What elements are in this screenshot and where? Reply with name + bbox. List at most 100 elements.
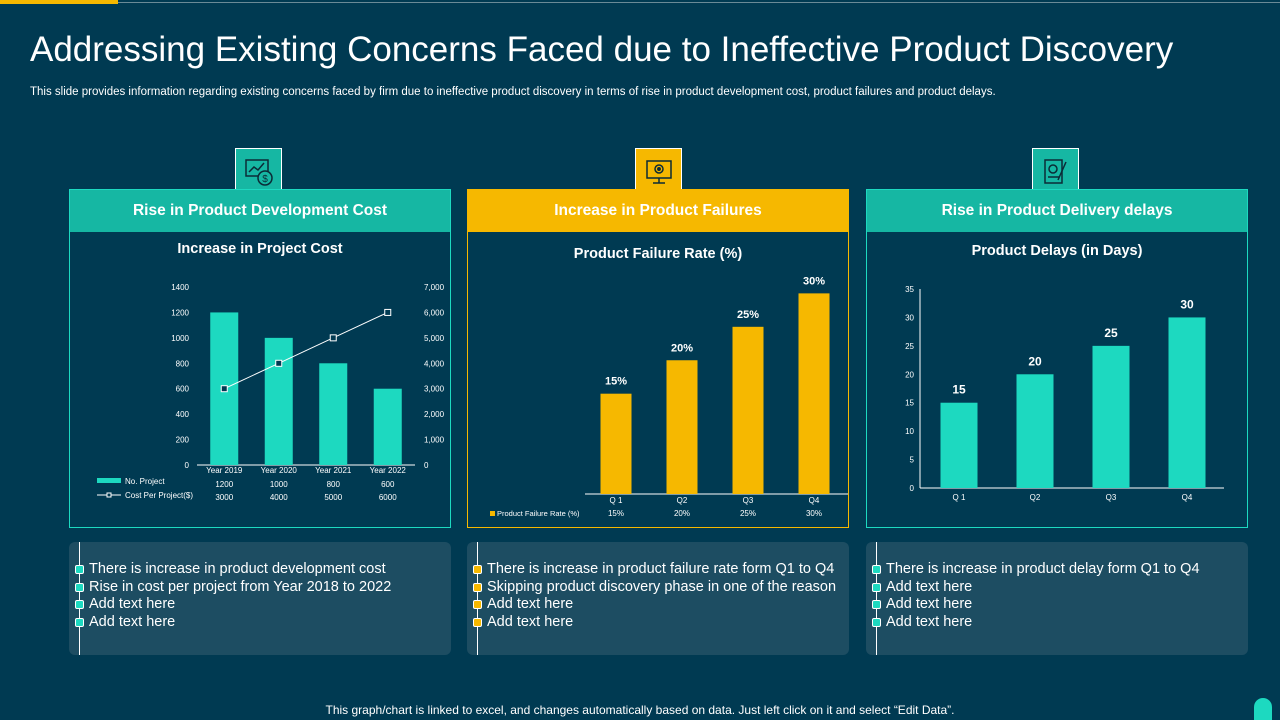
y-tick-label: 10 (905, 427, 914, 436)
list-item: Skipping product discovery phase in one … (473, 579, 836, 597)
y2-tick-label: 4,000 (424, 359, 445, 368)
notes-delays: There is increase in product delay form … (866, 542, 1248, 655)
bar (666, 360, 698, 494)
bullet-icon (473, 565, 482, 574)
legend-label: No. Project (125, 477, 165, 486)
panel-delays-header: Rise in Product Delivery delays (867, 190, 1247, 232)
bar (1016, 374, 1054, 488)
bullet-icon (75, 565, 84, 574)
y-tick-label: 1400 (171, 283, 189, 292)
bar (732, 326, 764, 494)
note-text: There is increase in product failure rat… (487, 561, 835, 577)
y-tick-label: 400 (176, 410, 190, 419)
top-accent-bar (0, 0, 118, 4)
page-subtitle: This slide provides information regardin… (30, 86, 996, 98)
bullet-icon (872, 618, 881, 628)
product-delays-chart: 0 5 10 15 20 25 30 35 15 Q 1 20 Q2 25 Q3 30 Q4 (905, 285, 1224, 502)
notes-failures: There is increase in product failure rat… (467, 542, 849, 655)
panel-dev-cost-header: Rise in Product Development Cost (70, 190, 450, 232)
list-item: Add text here (473, 596, 836, 614)
bar (373, 388, 402, 465)
note-text: Add text here (886, 578, 973, 595)
note-line (876, 542, 877, 655)
data-label: 20 (1028, 354, 1042, 368)
y2-tick-label: 1,000 (424, 436, 445, 445)
table-cell: 600 (381, 480, 395, 489)
note-text: Add text here (487, 596, 574, 613)
x-tick-label: Q4 (1182, 493, 1193, 502)
x-tick-label: Q3 (743, 496, 754, 505)
bar (319, 363, 348, 465)
list-item: There is increase in product development… (75, 561, 391, 579)
list-item: Add text here (872, 614, 1200, 632)
footer-note: This graph/chart is linked to excel, and… (325, 703, 955, 717)
list-item: There is increase in product failure rat… (473, 561, 836, 579)
bar (1168, 317, 1206, 488)
panel-failures-header: Increase in Product Failures (468, 190, 848, 232)
legend-label: Cost Per Project($) (125, 491, 193, 500)
table-cell: 6000 (379, 493, 397, 502)
x-tick-label: Year 2019 (206, 466, 243, 475)
table-cell: 25% (740, 509, 756, 518)
data-label: 25 (1104, 326, 1118, 340)
svg-text:$: $ (262, 174, 268, 185)
y-tick-label: 15 (905, 399, 914, 408)
panel-failures: Increase in Product Failures Product Fai… (467, 189, 849, 528)
y2-tick-label: 0 (424, 461, 429, 470)
line-point (220, 385, 228, 393)
bullet-icon (872, 582, 881, 592)
list-item: Add text here (872, 596, 1200, 614)
table-cell: 20% (674, 509, 690, 518)
table-cell: 30% (806, 509, 822, 518)
table-cell: 1000 (270, 480, 288, 489)
bullet-icon (473, 618, 482, 628)
panel-1-icon-box: $ (235, 148, 282, 195)
monitor-gear-icon (645, 159, 672, 184)
list-item: Add text here (872, 579, 1200, 597)
y-tick-label: 5 (910, 456, 915, 465)
bullet-icon (872, 565, 881, 574)
legend-swatch (490, 511, 495, 516)
line-point (329, 334, 337, 342)
panel-delays: Rise in Product Delivery delays Product … (866, 189, 1248, 528)
y-tick-label: 0 (910, 484, 915, 493)
legend-swatch (97, 478, 121, 483)
bar (940, 402, 978, 488)
table-cell: 800 (327, 480, 341, 489)
data-label: 30 (1180, 297, 1194, 311)
line-point (275, 359, 283, 367)
note-text: Skipping product discovery phase in one … (487, 578, 837, 595)
y-tick-label: 1000 (171, 334, 189, 343)
data-label: 25% (737, 309, 759, 321)
x-tick-label: Q2 (677, 496, 688, 505)
bullet-icon (473, 600, 482, 610)
chart-title: Increase in Project Cost (177, 241, 343, 257)
x-tick-label: Year 2020 (261, 466, 298, 475)
corner-tab (1254, 698, 1272, 720)
bullet-icon (75, 600, 84, 610)
table-cell: 1200 (215, 480, 233, 489)
y-tick-label: 20 (905, 370, 914, 379)
note-text: Add text here (886, 614, 973, 631)
line-point (384, 308, 392, 316)
data-label: 20% (671, 342, 693, 354)
panel-3-icon-box (1032, 148, 1079, 195)
bar (264, 337, 293, 465)
project-cost-chart: 0 200 400 600 800 1000 1200 1400 0 1,000 2,000 3,00… (97, 283, 445, 502)
chart-title: Product Failure Rate (%) (573, 246, 743, 262)
failure-rate-chart: 15% Q 1 15% 20% Q2 20% 25% Q3 25% 30% Q4 30% Product… (490, 275, 848, 518)
table-cell: 5000 (324, 493, 342, 502)
bullet-icon (75, 618, 84, 628)
note-text: Add text here (89, 596, 176, 613)
page-title: Addressing Existing Concerns Faced due t… (30, 30, 1174, 69)
y-tick-label: 0 (185, 461, 190, 470)
top-divider (118, 2, 1280, 3)
notes-dev-cost: There is increase in product development… (69, 542, 451, 655)
legend-label: Product Failure Rate (%) (497, 509, 580, 518)
bar (798, 293, 830, 494)
y2-tick-label: 3,000 (424, 385, 445, 394)
x-tick-label: Q 1 (610, 496, 623, 505)
note-line (477, 542, 478, 655)
note-text: There is increase in product development… (89, 561, 386, 577)
y2-tick-label: 6,000 (424, 308, 445, 317)
